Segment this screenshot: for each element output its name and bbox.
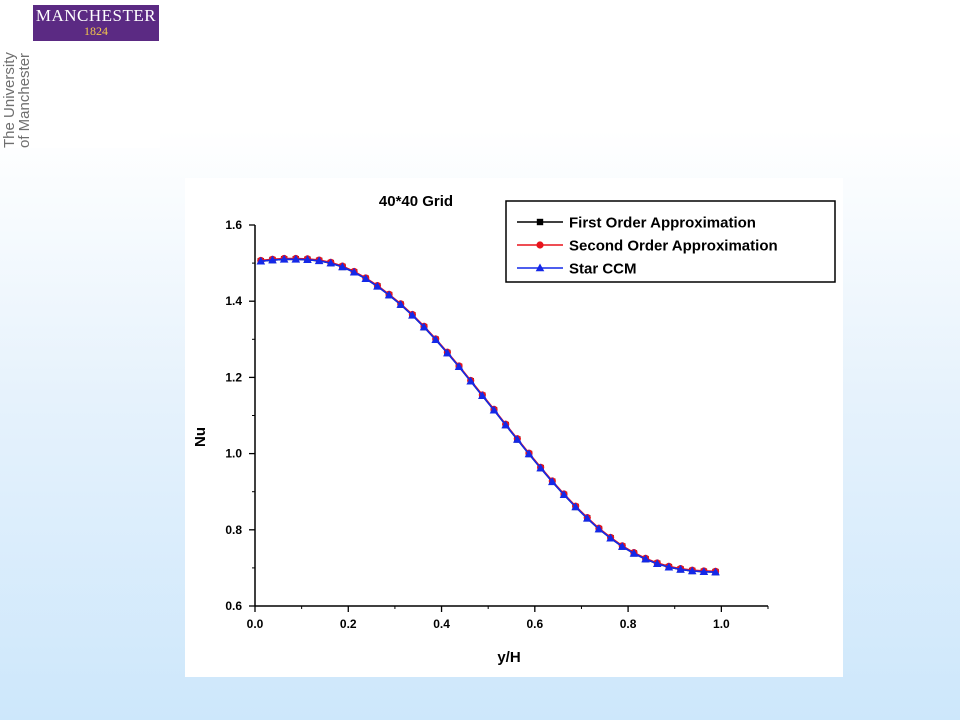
data-point — [676, 564, 685, 573]
data-point — [361, 274, 371, 283]
x-tick-label: 1.0 — [713, 617, 730, 631]
legend-label: First Order Approximation — [569, 215, 756, 232]
data-point — [641, 554, 650, 563]
x-tick-label: 0.0 — [247, 617, 264, 631]
data-point — [687, 566, 697, 575]
legend-label: Second Order Approximation — [569, 238, 778, 255]
legend-marker — [536, 241, 544, 249]
x-tick-label: 0.2 — [340, 617, 357, 631]
series-line — [260, 258, 716, 573]
chart-series — [256, 254, 720, 576]
y-axis-label: Nu — [192, 427, 209, 447]
series-line — [260, 258, 716, 573]
data-point — [396, 300, 406, 308]
data-point — [349, 267, 359, 276]
data-point — [652, 559, 662, 568]
series-first-order-approximation — [257, 256, 719, 576]
x-axis-label: y/H — [497, 649, 520, 666]
y-tick-label: 1.6 — [225, 218, 242, 232]
data-point — [279, 254, 289, 263]
chart-panel: 0.0 0.2 0.4 0.6 0.8 1.0 0.6 0.8 1.0 1.2 1.4 1.6 40*… — [185, 178, 843, 677]
university-logo: MANCHESTER 1824 The University of Manche… — [0, 0, 160, 148]
legend-item-star-ccm: Star CCM — [517, 261, 637, 278]
legend-marker — [536, 218, 544, 226]
data-point — [501, 420, 510, 429]
legend-item-second-order-approximation: Second Order Approximation — [517, 238, 778, 255]
data-point — [606, 533, 615, 542]
x-tick-label: 0.4 — [433, 617, 450, 631]
data-point — [582, 513, 592, 522]
series-star-ccm — [256, 254, 720, 576]
data-point — [571, 502, 580, 511]
legend-item-first-order-approximation: First Order Approximation — [517, 215, 756, 232]
legend-label: Star CCM — [569, 261, 637, 278]
y-tick-label: 1.2 — [225, 370, 242, 384]
data-point — [443, 348, 452, 357]
logo-wordmark: MANCHESTER — [35, 6, 157, 25]
chart-title: 40*40 Grid — [379, 193, 453, 210]
data-point — [268, 255, 277, 264]
series-line — [260, 257, 716, 573]
data-point — [373, 281, 382, 290]
data-point — [454, 362, 464, 371]
data-point — [291, 254, 301, 263]
chart-legend: First Order Approximation Second Order Ap… — [505, 200, 836, 283]
data-point — [548, 477, 557, 486]
legend-marker — [535, 263, 545, 272]
data-point — [524, 449, 534, 458]
data-point — [466, 376, 475, 385]
data-point — [303, 255, 312, 263]
nusselt-line-chart: 0.0 0.2 0.4 0.6 0.8 1.0 0.6 0.8 1.0 1.2 1.4 1.6 40*… — [192, 193, 836, 666]
x-tick-label: 0.8 — [620, 617, 637, 631]
data-point — [408, 310, 417, 319]
data-point — [699, 567, 709, 576]
data-point — [536, 463, 545, 472]
data-point — [256, 256, 266, 265]
data-point — [431, 335, 441, 343]
data-point — [326, 258, 336, 267]
university-name-line2: of Manchester — [16, 52, 33, 148]
data-point — [489, 405, 499, 414]
y-tick-label: 0.6 — [225, 599, 242, 613]
logo-year: 1824 — [84, 24, 108, 38]
data-point — [513, 435, 522, 443]
x-tick-label: 0.6 — [526, 617, 543, 631]
university-name-line1: The University — [1, 52, 18, 148]
y-tick-label: 1.0 — [225, 447, 242, 461]
data-point — [594, 524, 604, 533]
y-tick-label: 0.8 — [225, 523, 242, 537]
data-point — [617, 542, 627, 550]
series-second-order-approximation — [257, 254, 720, 575]
data-point — [711, 567, 720, 576]
chart-ticks: 0.0 0.2 0.4 0.6 0.8 1.0 0.6 0.8 1.0 1.2 1.4 1.6 — [225, 218, 769, 631]
data-point — [314, 256, 324, 265]
data-point — [384, 290, 394, 299]
manchester-logo-box: MANCHESTER 1824 — [33, 5, 159, 41]
data-point — [478, 391, 487, 399]
data-point — [629, 548, 639, 557]
data-point — [664, 562, 674, 571]
data-point — [559, 490, 569, 499]
data-point — [419, 322, 429, 331]
data-point — [338, 262, 347, 271]
y-tick-label: 1.4 — [225, 294, 242, 308]
university-name-vertical: The University of Manchester — [1, 52, 33, 148]
